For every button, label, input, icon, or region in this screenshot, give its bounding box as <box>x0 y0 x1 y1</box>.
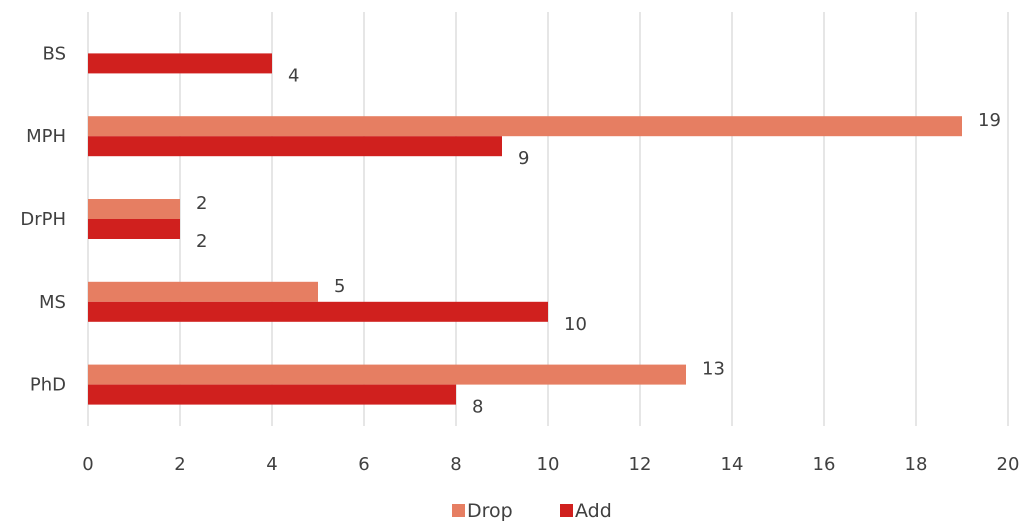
x-tick-label: 0 <box>82 454 93 475</box>
data-label: 4 <box>288 65 299 86</box>
bar-drop-ms <box>88 281 318 302</box>
category-label: PhD <box>30 375 66 396</box>
bars <box>88 53 962 405</box>
x-tick-label: 6 <box>358 454 369 475</box>
data-label: 5 <box>334 276 345 297</box>
x-tick-label: 20 <box>997 454 1020 475</box>
category-label: DrPH <box>20 209 66 230</box>
legend-swatch-drop <box>452 504 465 517</box>
bar-drop-mph <box>88 116 962 137</box>
legend-label-drop: Drop <box>467 500 513 522</box>
category-label: BS <box>43 43 66 64</box>
bar-add-ms <box>88 301 548 322</box>
legend-swatch-add <box>560 504 573 517</box>
gridlines <box>87 12 1009 426</box>
x-tick-label: 4 <box>266 454 277 475</box>
category-label: MS <box>39 292 66 313</box>
x-tick-label: 10 <box>537 454 560 475</box>
x-tick-label: 2 <box>174 454 185 475</box>
x-tick-label: 18 <box>905 454 928 475</box>
data-labels: 4 19 9 2 2 5 10 13 8 <box>196 65 1001 417</box>
bar-add-phd <box>88 384 456 405</box>
data-label: 9 <box>518 148 529 169</box>
bar-add-drph <box>88 219 180 239</box>
data-label: 19 <box>978 110 1001 131</box>
value-axis: 0 2 4 6 8 10 12 14 16 18 20 <box>82 454 1019 475</box>
x-tick-label: 16 <box>813 454 836 475</box>
data-label: 2 <box>196 231 207 252</box>
data-label: 10 <box>564 314 587 335</box>
bar-add-mph <box>88 136 502 157</box>
legend: Drop Add <box>452 500 612 522</box>
bar-drop-phd <box>88 364 686 385</box>
category-label: MPH <box>26 126 66 147</box>
legend-label-add: Add <box>575 500 612 522</box>
bar-drop-drph <box>88 199 180 219</box>
data-label: 8 <box>472 397 483 418</box>
data-label: 2 <box>196 193 207 214</box>
bar-add-bs <box>88 53 272 74</box>
category-axis: BS MPH DrPH MS PhD <box>20 43 66 395</box>
data-label: 13 <box>702 359 725 380</box>
x-tick-label: 12 <box>629 454 652 475</box>
x-tick-label: 8 <box>450 454 461 475</box>
x-tick-label: 14 <box>721 454 744 475</box>
